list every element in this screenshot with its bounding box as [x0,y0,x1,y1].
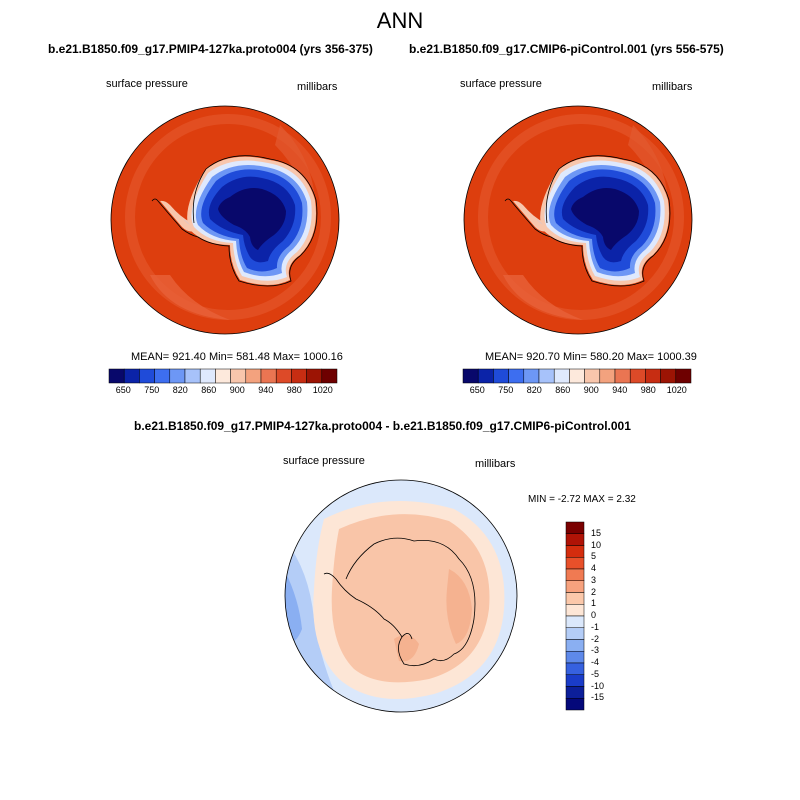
colorbar-swatch [565,627,585,640]
colorbar-tick-label: 650 [469,385,485,395]
panel3-stats: MIN = -2.72 MAX = 2.32 [528,494,636,505]
panel2-map [463,105,693,335]
colorbar-swatch [508,368,525,384]
colorbar-swatch [565,604,585,617]
colorbar-tick-label: 1 [591,598,597,609]
colorbar-tick-label: 820 [172,385,188,395]
colorbar-swatch [565,592,585,605]
colorbar-swatch [584,368,601,384]
panel2-units-label: millibars [652,81,693,93]
colorbar-tick-label: 900 [583,385,599,395]
colorbar-swatch [321,368,338,384]
colorbar-tick-label: 860 [555,385,571,395]
colorbar-tick-label: 940 [258,385,274,395]
colorbar-swatch [553,368,570,384]
colorbar-swatch [565,615,585,628]
colorbar-swatch [565,557,585,570]
panel1-stats: MEAN= 921.40 Min= 581.48 Max= 1000.16 [131,351,343,363]
panel2-stats: MEAN= 920.70 Min= 580.20 Max= 1000.39 [485,351,697,363]
panel2-case-title: b.e21.B1850.f09_g17.CMIP6-piControl.001 … [409,42,724,56]
colorbar-tick-label: 10 [591,539,602,550]
colorbar-tick-label: 980 [286,385,302,395]
colorbar-tick-label: -2 [591,633,600,644]
panel3-map [284,479,518,713]
colorbar-swatch [614,368,631,384]
colorbar-tick-label: -1 [591,621,600,632]
colorbar-swatch [565,651,585,664]
colorbar-swatch [291,368,307,384]
colorbar-swatch [565,580,585,593]
colorbar-swatch [123,368,140,384]
colorbar-tick-label: 1020 [666,385,687,395]
panel1-colorbar [108,368,338,384]
colorbar-swatch [275,368,292,384]
panel1-colorbar-labels: 650 750 820 860 900 940 980 1020 [109,385,337,397]
panel3-units-label: millibars [475,458,516,470]
colorbar-swatch [629,368,646,384]
colorbar-swatch [306,368,323,384]
colorbar-swatch [565,674,585,687]
colorbar-swatch [154,368,171,384]
colorbar-tick-label: 940 [612,385,628,395]
colorbar-swatch [565,686,585,699]
colorbar-tick-label: -5 [591,668,600,679]
colorbar-tick-label: 1020 [312,385,333,395]
colorbar-tick-label: 0 [591,610,597,620]
colorbar-swatch [645,368,661,384]
colorbar-tick-label: 860 [201,385,217,395]
page-title: ANN [376,8,424,33]
colorbar-swatch [184,368,201,384]
colorbar-tick-label: -4 [591,657,600,667]
colorbar-swatch [565,568,585,581]
colorbar-swatch [565,521,585,534]
colorbar-swatch [477,368,494,384]
panel3-variable-label: surface pressure [283,455,365,467]
panel3-colorbar [565,521,585,711]
colorbar-swatch [565,639,585,652]
colorbar-swatch [493,368,509,384]
panel2-variable-label: surface pressure [460,78,542,90]
colorbar-swatch [199,368,216,384]
colorbar-tick-label: 980 [640,385,656,395]
colorbar-swatch [675,368,692,384]
colorbar-tick-label: -15 [591,692,605,703]
colorbar-tick-label: -3 [591,645,600,656]
panel2-colorbar [462,368,692,384]
colorbar-swatch [215,368,231,384]
colorbar-swatch [245,368,262,384]
colorbar-tick-label: 2 [591,586,597,597]
colorbar-swatch [108,368,125,384]
colorbar-swatch [462,368,479,384]
panel3-case-title: b.e21.B1850.f09_g17.PMIP4-127ka.proto004… [134,419,631,433]
panel1-case-title: b.e21.B1850.f09_g17.PMIP4-127ka.proto004… [48,42,373,56]
colorbar-swatch [523,368,540,384]
colorbar-tick-label: 3 [591,574,597,585]
colorbar-tick-label: 4 [591,563,597,573]
colorbar-tick-label: 900 [229,385,245,395]
colorbar-swatch [230,368,247,384]
panel3-colorbar-labels: 15 10 5 4 3 2 1 0 -1 -2 -3 -4 -5 -10 -15 [591,522,621,710]
colorbar-swatch [599,368,616,384]
colorbar-tick-label: 820 [526,385,542,395]
colorbar-tick-label: 650 [115,385,131,395]
panel2-colorbar-labels: 650 750 820 860 900 940 980 1020 [463,385,691,397]
colorbar-swatch [565,545,585,558]
colorbar-swatch [565,662,585,675]
colorbar-tick-label: 15 [591,527,602,538]
colorbar-swatch [660,368,677,384]
colorbar-swatch [569,368,585,384]
colorbar-swatch [565,698,585,711]
colorbar-swatch [169,368,186,384]
colorbar-swatch [565,533,585,546]
panel1-map [110,105,340,335]
colorbar-swatch [260,368,277,384]
colorbar-tick-label: 750 [498,385,514,395]
panel1-variable-label: surface pressure [106,78,188,90]
colorbar-tick-label: 5 [591,551,597,562]
colorbar-swatch [538,368,555,384]
colorbar-tick-label: 750 [144,385,160,395]
colorbar-tick-label: -10 [591,680,605,691]
panel1-units-label: millibars [297,81,338,93]
colorbar-swatch [139,368,155,384]
